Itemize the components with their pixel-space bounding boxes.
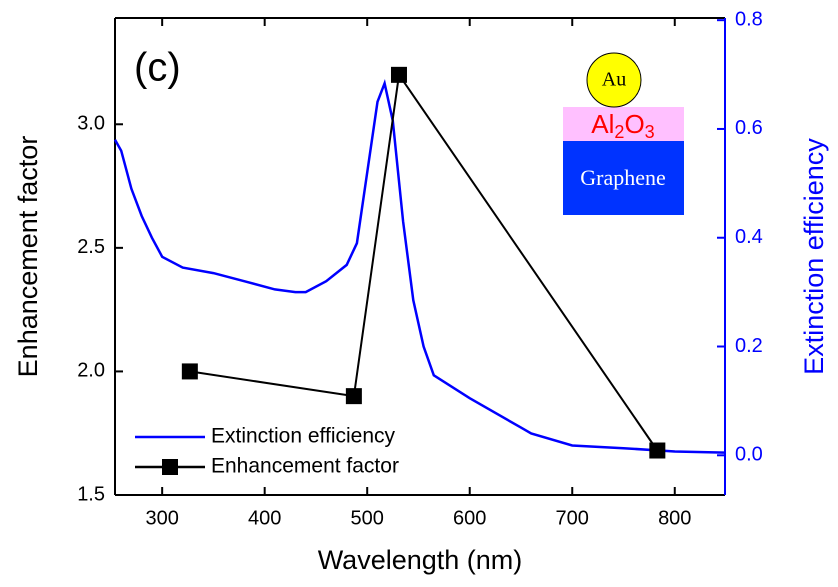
legend-marker [162, 459, 178, 475]
oxide-symbol: Al [591, 109, 614, 139]
y2-tick-label: 0.4 [735, 226, 763, 248]
graphene-layer [563, 141, 684, 215]
au-label: Au [602, 69, 626, 91]
y2-tick-label: 0.6 [735, 117, 763, 139]
y-tick-label: 3.0 [77, 113, 105, 135]
x-tick-label: 400 [248, 507, 281, 529]
x-tick-label: 800 [658, 507, 691, 529]
series-line [113, 78, 726, 454]
y-axis-label: Enhancement factor [13, 136, 43, 378]
oxide-label: Al2O3 [591, 109, 654, 142]
oxide-layer [563, 107, 684, 141]
x-tick-label: 700 [556, 507, 589, 529]
au-particle [586, 52, 642, 108]
oxide-subscript: 2 [614, 122, 624, 142]
marker [181, 363, 198, 380]
y2-tick-label: 0.0 [735, 444, 763, 466]
marker [390, 66, 407, 83]
y2-tick-label: 0.8 [735, 8, 763, 30]
legend-label: Enhancement factor [211, 455, 399, 478]
marker [649, 442, 666, 459]
legend-label: Extinction efficiency [211, 425, 396, 448]
panel-label: (c) [134, 46, 181, 90]
oxide-symbol: O [624, 109, 644, 139]
x-tick-label: 600 [453, 507, 486, 529]
x-axis-label: Wavelength (nm) [318, 545, 523, 575]
y-tick-label: 2.0 [77, 360, 105, 382]
y-tick-label: 2.5 [77, 236, 105, 258]
y2-axis-label: Extinction efficiency [799, 138, 829, 375]
marker [345, 388, 362, 405]
oxide-subscript: 3 [645, 122, 655, 142]
x-tick-label: 300 [145, 507, 178, 529]
graphene-label: Graphene [580, 165, 666, 190]
y-tick-label: 1.5 [77, 483, 105, 505]
y2-tick-label: 0.2 [735, 335, 763, 357]
series-line [189, 72, 659, 452]
x-tick-label: 500 [351, 507, 384, 529]
